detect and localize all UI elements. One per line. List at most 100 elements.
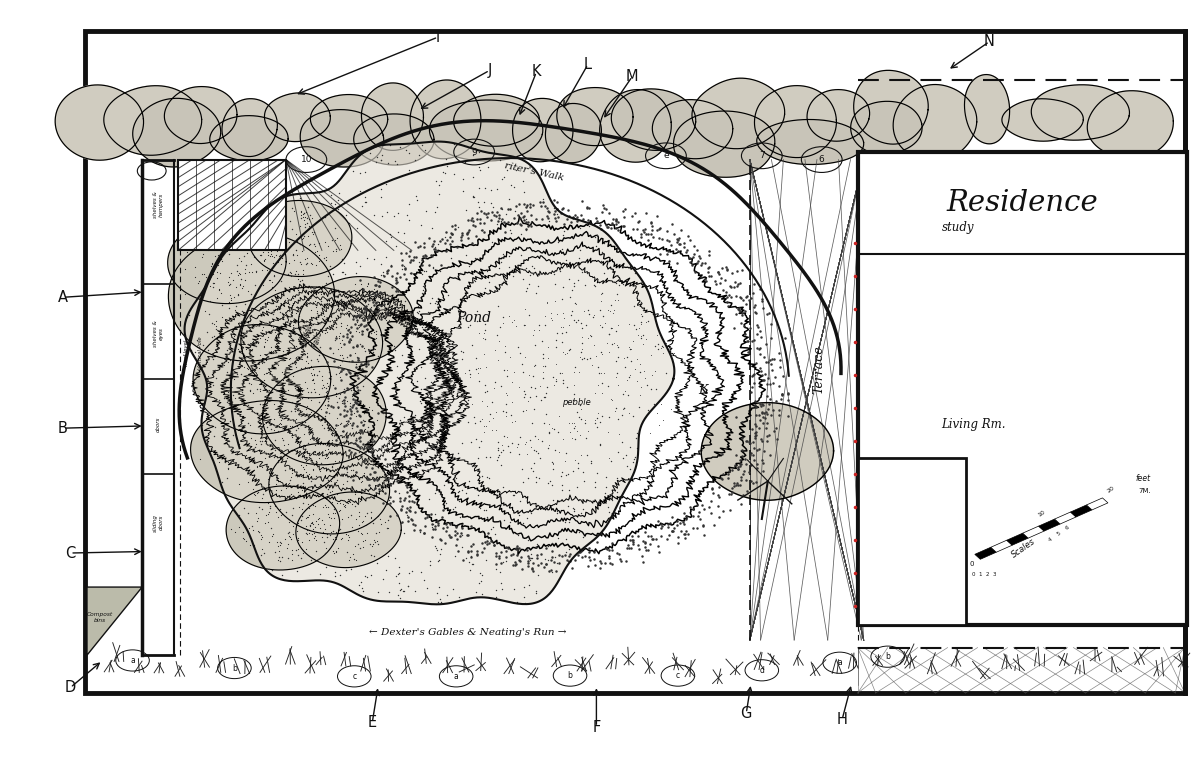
Point [650, 222, 670, 234]
Point [739, 294, 758, 306]
Point [536, 408, 556, 420]
Point [382, 230, 401, 243]
Point [613, 262, 632, 274]
Point [270, 391, 289, 403]
Point [613, 388, 632, 400]
Point [461, 371, 480, 383]
Point [251, 238, 270, 250]
Point [430, 581, 449, 593]
Point [332, 253, 352, 265]
Point [338, 415, 358, 428]
Point [401, 245, 420, 257]
Point [422, 250, 442, 262]
Point [253, 244, 272, 256]
Point [283, 319, 302, 331]
Point [553, 229, 572, 241]
Point [253, 411, 272, 423]
Point [270, 539, 289, 551]
Point [229, 289, 248, 301]
Point [286, 424, 305, 436]
Point [371, 154, 390, 166]
Point [758, 408, 778, 420]
Point [366, 481, 385, 493]
Point [304, 324, 323, 336]
Point [343, 330, 362, 343]
Point [360, 317, 379, 329]
Point [547, 506, 566, 518]
Point [342, 562, 361, 575]
Point [451, 512, 470, 524]
Point [614, 211, 634, 223]
Point [654, 346, 673, 359]
Point [520, 579, 539, 591]
Point [524, 443, 544, 456]
Point [308, 237, 328, 249]
Point [612, 436, 631, 448]
Point [580, 542, 599, 554]
Point [418, 581, 437, 594]
Point [266, 478, 286, 490]
Point [558, 555, 577, 567]
Point [304, 238, 323, 250]
Point [340, 325, 359, 337]
Point [370, 484, 389, 496]
Point [392, 259, 412, 271]
Point [760, 393, 779, 406]
Text: I: I [436, 30, 440, 45]
Point [328, 194, 347, 206]
Point [197, 326, 216, 338]
Point [242, 265, 262, 277]
Point [318, 531, 337, 543]
Point [688, 244, 707, 256]
Point [370, 280, 389, 293]
Text: ← Dexter's Gables & Neating's Run →: ← Dexter's Gables & Neating's Run → [370, 628, 566, 637]
Point [272, 252, 292, 264]
Point [472, 224, 491, 236]
Point [622, 542, 641, 554]
Point [517, 282, 536, 294]
Point [306, 445, 325, 457]
Point [323, 379, 342, 391]
Point [533, 213, 552, 225]
Point [372, 190, 391, 202]
Point [746, 401, 766, 413]
Point [366, 279, 385, 291]
Point [709, 491, 728, 503]
Point [221, 278, 240, 290]
Point [553, 308, 572, 320]
Point [265, 341, 284, 353]
Point [630, 322, 649, 334]
Polygon shape [755, 86, 836, 158]
Text: L: L [584, 57, 592, 72]
Point [239, 506, 258, 518]
Point [240, 377, 259, 389]
Point [426, 449, 445, 461]
Point [359, 409, 378, 421]
Point [565, 433, 584, 445]
Point [340, 402, 359, 415]
Point [209, 258, 228, 271]
Point [601, 456, 620, 468]
Point [769, 409, 788, 421]
Point [742, 292, 761, 304]
Point [292, 418, 311, 430]
Point [580, 220, 599, 232]
Point [347, 222, 366, 234]
Point [736, 305, 755, 318]
Point [522, 563, 541, 575]
Point [506, 541, 526, 553]
Point [238, 362, 257, 374]
Point [530, 380, 550, 392]
Point [713, 448, 732, 460]
Point [674, 237, 694, 249]
Point [604, 307, 623, 319]
Point [215, 359, 234, 371]
Point [468, 367, 487, 379]
Point [365, 309, 384, 321]
Point [446, 521, 466, 533]
Point [361, 412, 380, 424]
Point [428, 517, 448, 529]
Point [467, 206, 486, 218]
Text: 20: 20 [1106, 485, 1116, 493]
Point [586, 417, 605, 429]
